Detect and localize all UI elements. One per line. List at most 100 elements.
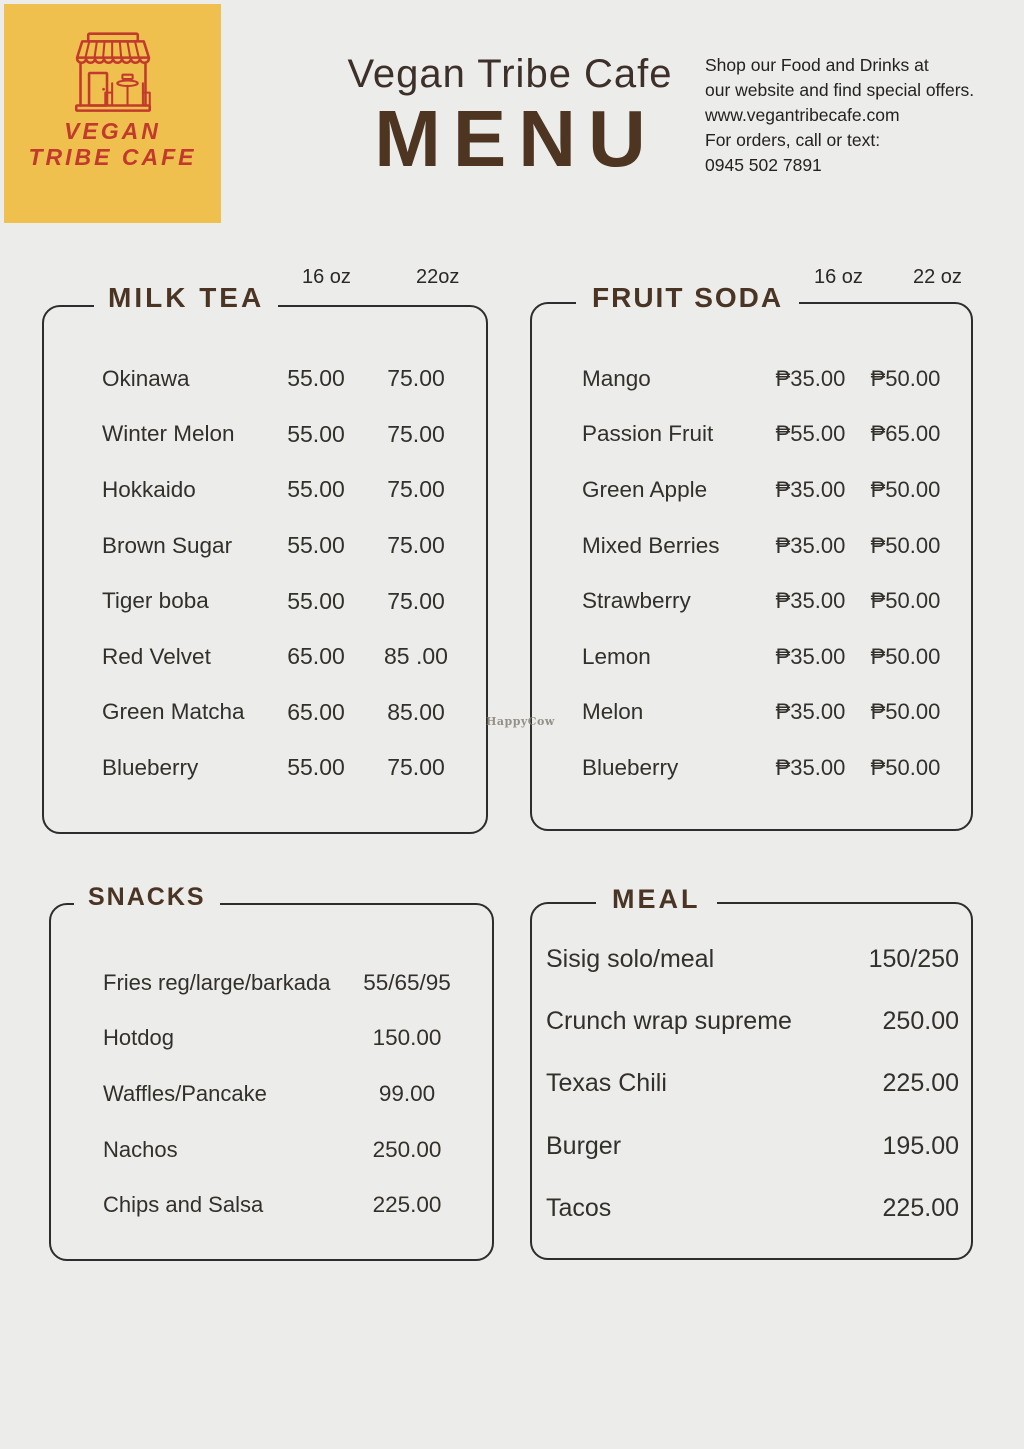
menu-item-row: Mango ₱35.00 ₱50.00 (532, 351, 971, 407)
item-price-22oz: 75.00 (387, 476, 445, 503)
item-price-16oz: ₱55.00 (775, 421, 846, 447)
contact-line: Shop our Food and Drinks at (705, 55, 929, 75)
item-price-16oz: 65.00 (287, 698, 345, 725)
menu-item-row: Nachos 250.00 (51, 1122, 492, 1178)
item-name: Fries reg/large/barkada (103, 969, 331, 995)
item-price-16oz: ₱35.00 (775, 588, 846, 614)
snacks-section: Fries reg/large/barkada 55/65/95 Hotdog … (49, 903, 494, 1261)
item-price: 99.00 (378, 1080, 436, 1106)
item-price: 225.00 (882, 1194, 959, 1223)
item-price-22oz: ₱50.00 (870, 588, 941, 614)
happycow-watermark: HappyCow (486, 715, 555, 728)
item-price: 225.00 (882, 1069, 959, 1098)
item-name: Brown Sugar (102, 532, 233, 558)
logo-text-line1: VEGAN (64, 118, 161, 144)
website-url: www.vegantribecafe.com (705, 105, 900, 125)
logo-text-line2: TRIBE CAFE (28, 144, 197, 170)
item-price-16oz: ₱35.00 (775, 532, 846, 558)
item-price-22oz: 85 .00 (384, 643, 448, 670)
phone-number: 0945 502 7891 (705, 155, 822, 175)
size-label-22oz: 22 oz (913, 266, 962, 288)
item-price-16oz: 55.00 (287, 532, 345, 559)
item-price-16oz: 65.00 (287, 643, 345, 670)
snacks-items: Fries reg/large/barkada 55/65/95 Hotdog … (51, 905, 492, 1233)
item-name: Blueberry (102, 754, 199, 780)
meal-items: Sisig solo/meal 150/250 Crunch wrap supr… (532, 904, 971, 1240)
menu-item-row: Lemon ₱35.00 ₱50.00 (532, 629, 971, 685)
item-name: Lemon (582, 643, 651, 669)
section-title-fruit-soda: FRUIT SODA (576, 280, 800, 316)
milk-tea-items: Okinawa 55.00 75.00 Winter Melon 55.00 7… (44, 307, 486, 796)
item-name: Tiger boba (102, 588, 209, 614)
section-title-snacks: SNACKS (74, 880, 220, 914)
fruit-soda-section: Mango ₱35.00 ₱50.00 Passion Fruit ₱55.00… (530, 302, 973, 831)
section-title-meal: MEAL (596, 882, 717, 916)
menu-item-row: Red Velvet 65.00 85 .00 (44, 629, 486, 685)
item-price-16oz: ₱35.00 (775, 476, 846, 502)
item-name: Crunch wrap supreme (546, 1007, 792, 1036)
meal-section: Sisig solo/meal 150/250 Crunch wrap supr… (530, 902, 973, 1260)
item-name: Chips and Salsa (103, 1192, 264, 1218)
item-name: Tacos (546, 1194, 612, 1223)
item-price-16oz: ₱35.00 (775, 365, 846, 391)
item-price-22oz: ₱50.00 (870, 476, 941, 502)
item-price: 55/65/95 (363, 969, 451, 995)
item-name: Nachos (103, 1136, 178, 1162)
item-price-16oz: ₱35.00 (775, 643, 846, 669)
item-price-16oz: 55.00 (287, 420, 345, 447)
cafe-name: Vegan Tribe Cafe (347, 52, 673, 96)
item-price-16oz: ₱35.00 (775, 754, 846, 780)
item-price-22oz: 75.00 (387, 754, 445, 781)
item-name: Melon (582, 699, 644, 725)
menu-item-row: Hotdog 150.00 (51, 1011, 492, 1067)
menu-item-row: Strawberry ₱35.00 ₱50.00 (532, 573, 971, 629)
menu-item-row: Tiger boba 55.00 75.00 (44, 573, 486, 629)
size-label-16oz: 16 oz (302, 266, 351, 288)
menu-item-row: Tacos 225.00 (532, 1178, 971, 1240)
contact-line: For orders, call or text: (705, 130, 881, 150)
item-price-22oz: ₱50.00 (870, 643, 941, 669)
menu-item-row: Melon ₱35.00 ₱50.00 (532, 685, 971, 741)
item-name: Hotdog (103, 1025, 174, 1051)
item-name: Texas Chili (546, 1069, 667, 1098)
item-name: Waffles/Pancake (103, 1080, 267, 1106)
storefront-icon (74, 32, 151, 112)
item-price: 150.00 (372, 1025, 442, 1051)
item-name: Mixed Berries (582, 532, 720, 558)
menu-item-row: Waffles/Pancake 99.00 (51, 1066, 492, 1122)
menu-item-row: Texas Chili 225.00 (532, 1053, 971, 1115)
item-price-16oz: 55.00 (287, 754, 345, 781)
item-price-22oz: 85.00 (387, 698, 445, 725)
item-name: Okinawa (102, 365, 190, 391)
item-name: Blueberry (582, 754, 679, 780)
item-price: 250.00 (882, 1007, 959, 1036)
item-name: Mango (582, 365, 651, 391)
item-price-16oz: 55.00 (287, 587, 345, 614)
item-price-22oz: ₱50.00 (870, 754, 941, 780)
size-label-16oz: 16 oz (814, 266, 863, 288)
item-name: Green Apple (582, 476, 708, 502)
menu-item-row: Sisig solo/meal 150/250 (532, 928, 971, 990)
menu-item-row: Fries reg/large/barkada 55/65/95 (51, 955, 492, 1011)
menu-item-row: Hokkaido 55.00 75.00 (44, 462, 486, 518)
item-price-22oz: ₱50.00 (870, 532, 941, 558)
item-price-16oz: 55.00 (287, 476, 345, 503)
item-name: Green Matcha (102, 699, 245, 725)
menu-item-row: Brown Sugar 55.00 75.00 (44, 518, 486, 574)
contact-line: our website and find special offers. (705, 80, 975, 100)
item-price: 150/250 (868, 944, 959, 973)
item-price-22oz: 75.00 (387, 365, 445, 392)
menu-item-row: Blueberry ₱35.00 ₱50.00 (532, 740, 971, 796)
item-price-16oz: ₱35.00 (775, 699, 846, 725)
menu-item-row: Chips and Salsa 225.00 (51, 1177, 492, 1233)
item-price: 250.00 (372, 1136, 442, 1162)
menu-item-row: Okinawa 55.00 75.00 (44, 351, 486, 407)
item-name: Red Velvet (102, 643, 211, 669)
item-price-22oz: ₱50.00 (870, 699, 941, 725)
menu-item-row: Crunch wrap supreme 250.00 (532, 990, 971, 1052)
menu-item-row: Blueberry 55.00 75.00 (44, 740, 486, 796)
page-title: MENU (374, 94, 658, 183)
item-name: Winter Melon (102, 421, 235, 447)
menu-item-row: Winter Melon 55.00 75.00 (44, 407, 486, 463)
milk-tea-section: Okinawa 55.00 75.00 Winter Melon 55.00 7… (42, 305, 488, 834)
